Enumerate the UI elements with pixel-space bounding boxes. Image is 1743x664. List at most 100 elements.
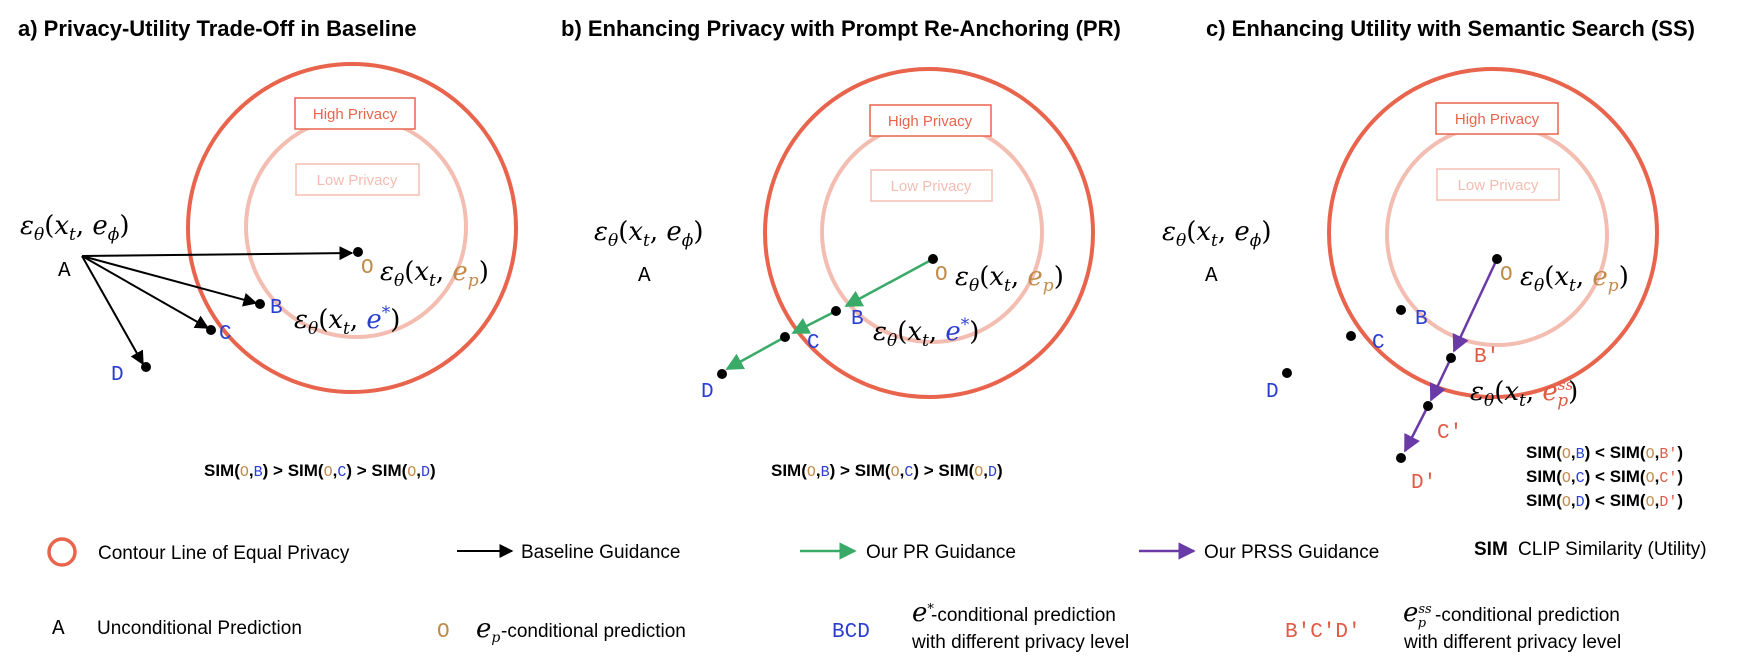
point-a-label: A [58, 260, 71, 283]
ess-prediction-eq: εθ(xt, ess p) [1470, 376, 1578, 411]
high-privacy-box [294, 97, 416, 130]
sim-token: O [240, 464, 249, 481]
prss-arrow-cprime-to-dprime [1403, 405, 1430, 453]
uncond-legend-label: Unconditional Prediction [97, 618, 302, 639]
point-o-label: O [1500, 264, 1513, 287]
point-b [255, 299, 265, 309]
sim-token: , [1571, 491, 1576, 510]
point-d [1282, 368, 1292, 378]
uncond-prediction-eq: εθ(xt, eϕ) [20, 211, 130, 245]
low-privacy-box [295, 163, 420, 196]
sim-token: D′ [1659, 494, 1677, 511]
sim-token: ) [1677, 443, 1683, 462]
low-privacy-label: Low Privacy [891, 178, 972, 195]
point-c [1346, 331, 1356, 341]
point-c-prime-label: C′ [1437, 422, 1462, 445]
sim-token: O [891, 464, 900, 481]
contour-legend-label: Contour Line of Equal Privacy [98, 543, 350, 564]
sim-token: ) [1677, 467, 1683, 486]
point-b-label: B [270, 297, 283, 320]
point-d-label: D [1266, 381, 1279, 404]
baseline-arrow-to-b [81, 255, 258, 307]
uncond-legend-symbol: A [52, 618, 65, 641]
point-o [1492, 254, 1502, 264]
sim-token: , [249, 461, 254, 480]
baseline-arrow-to-o [81, 246, 354, 261]
sim-token: B′ [1659, 446, 1677, 463]
high-privacy-label: High Privacy [888, 113, 973, 130]
sim-token: ) [1677, 491, 1683, 510]
point-c-prime [1423, 401, 1433, 411]
sim-legend-label: CLIP Similarity (Utility) [1518, 539, 1707, 560]
sim-token: O [324, 464, 333, 481]
point-b-label: B [1415, 308, 1428, 331]
sim-token: , [983, 461, 988, 480]
ep-prediction-eq: εθ(xt, ep) [1520, 262, 1629, 296]
point-c [206, 325, 216, 335]
point-c-label: C [219, 323, 232, 346]
baseline-arrow-to-d [81, 255, 144, 366]
sim-token: ) [430, 461, 436, 480]
pr-arrow-b-to-c [791, 309, 837, 335]
ess-legend-label-1: -conditional prediction [1435, 605, 1620, 626]
sim-token: , [816, 461, 821, 480]
uncond-prediction-eq: εθ(xt, eϕ) [1162, 217, 1272, 251]
sim-token: SIM( [1526, 467, 1562, 486]
sim-token: O [1562, 470, 1571, 487]
sim-token: O [1562, 494, 1571, 511]
sim-token: ) < SIM( [1585, 491, 1646, 510]
prime-legend-symbol: B′C′D′ [1285, 621, 1361, 644]
sim-token: O [407, 464, 416, 481]
outer-privacy-contour [186, 62, 518, 394]
sim-token: , [1655, 491, 1660, 510]
outer-privacy-contour [763, 67, 1095, 399]
point-b-prime [1446, 353, 1456, 363]
panel-b: b) Enhancing Privacy with Prompt Re-Anch… [561, 16, 1121, 481]
point-o-label: O [361, 257, 374, 280]
sim-token: ) > SIM( [913, 461, 974, 480]
sim-token: SIM( [204, 461, 240, 480]
sim-token: SIM( [1526, 491, 1562, 510]
sim-token: C [1576, 470, 1585, 487]
point-d-prime-label: D′ [1411, 472, 1436, 495]
point-a-label: A [638, 265, 651, 288]
estar-prediction-eq: εθ(xt, e*) [294, 303, 400, 339]
point-c-label: C [1372, 332, 1385, 355]
low-privacy-label: Low Privacy [317, 172, 398, 189]
prss-arrow-bprime-to-cprime [1429, 357, 1453, 402]
sim-token: , [1655, 467, 1660, 486]
estar-legend-label-1: -conditional prediction [931, 605, 1116, 626]
sim-token: C [337, 464, 346, 481]
sim-token: , [900, 461, 905, 480]
sim-token: ) < SIM( [1585, 467, 1646, 486]
high-privacy-box [869, 104, 992, 137]
ep-prediction-eq: εθ(xt, ep) [380, 257, 489, 291]
contour-legend-icon [47, 537, 77, 567]
sim-token: ) > SIM( [346, 461, 407, 480]
ess-legend-math: ess p [1403, 598, 1432, 631]
point-d-label: D [111, 364, 124, 387]
panel-a-title: a) Privacy-Utility Trade-Off in Baseline [18, 16, 417, 41]
low-privacy-box [1436, 168, 1560, 201]
sim-token: , [1571, 443, 1576, 462]
point-b-label: B [851, 308, 864, 331]
sim-token: ) > SIM( [830, 461, 891, 480]
outer-privacy-contour [1327, 67, 1659, 399]
panel-c-sim-line-2: SIM(O,C) < SIM(O,C′) [1526, 467, 1683, 487]
estar-legend-label-2: with different privacy level [911, 632, 1129, 653]
prss-arrow-o-to-bprime [1452, 258, 1499, 353]
point-d [141, 362, 151, 372]
sim-token: , [416, 461, 421, 480]
sim-token: ) [997, 461, 1003, 480]
low-privacy-box [870, 169, 993, 202]
panel-a-sim-line: SIM(O,B) > SIM(O,C) > SIM(O,D) [204, 461, 436, 481]
ep-legend-label: -conditional prediction [501, 621, 686, 642]
pr-legend-label: Our PR Guidance [866, 542, 1016, 563]
point-c-label: C [807, 332, 820, 355]
legend: Contour Line of Equal Privacy Baseline G… [47, 537, 1707, 653]
sim-token: O [807, 464, 816, 481]
sim-token: O [974, 464, 983, 481]
high-privacy-box [1435, 102, 1559, 135]
ep-legend-symbol: O [437, 621, 450, 644]
